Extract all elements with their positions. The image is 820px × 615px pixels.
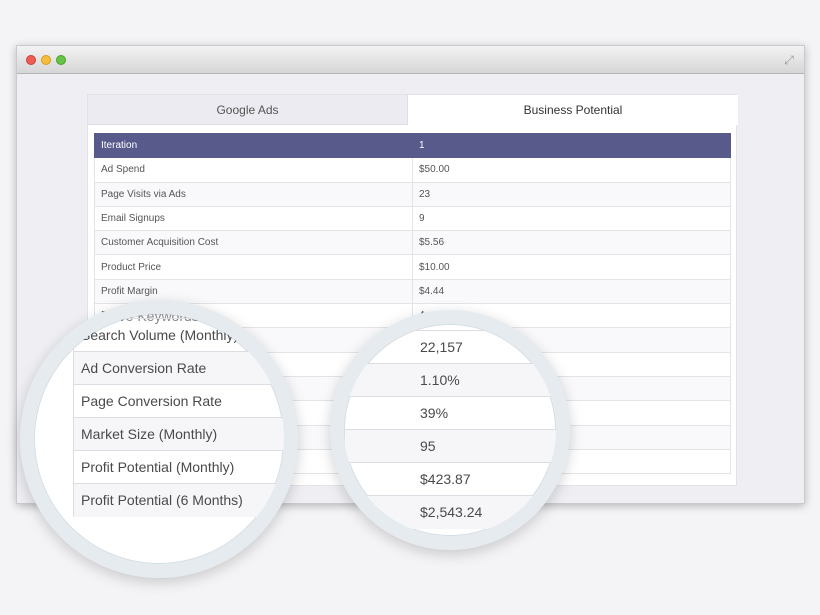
- row-label: Profit Margin: [94, 278, 413, 305]
- table-row: Customer Acquisition Cost $5.56: [94, 230, 731, 256]
- magnifier-values: 22,157 1.10% 39% 95 $423.87 $2,543.24: [330, 310, 570, 550]
- magnified-label: Search Volume (Monthly): [73, 318, 284, 352]
- row-value: $5.56: [412, 230, 731, 256]
- tab-business-potential[interactable]: Business Potential: [408, 95, 738, 125]
- magnified-value: 1.10%: [344, 363, 556, 397]
- magnified-value: 22,157: [344, 330, 556, 364]
- magnified-value-table: 22,157 1.10% 39% 95 $423.87 $2,543.24: [344, 330, 556, 529]
- table-row: Profit Margin $4.44: [94, 278, 731, 305]
- table-row: Page Visits via Ads 23: [94, 181, 731, 207]
- row-value: $10.00: [412, 254, 731, 280]
- header-cell-label: Iteration: [94, 132, 413, 159]
- magnified-value: $423.87: [344, 462, 556, 496]
- table-row: Product Price $10.00: [94, 254, 731, 280]
- title-bar: ⤢: [17, 46, 804, 74]
- row-label: Ad Spend: [94, 157, 413, 183]
- magnified-label: Page Conversion Rate: [73, 384, 284, 418]
- row-label: Page Visits via Ads: [94, 181, 413, 207]
- tab-google-ads[interactable]: Google Ads: [88, 95, 408, 125]
- header-cell-value: 1: [412, 132, 731, 159]
- table-row: Ad Spend $50.00: [94, 157, 731, 183]
- row-value: 9: [412, 205, 731, 232]
- table-header-row: Iteration 1: [94, 132, 731, 159]
- row-label: Product Price: [94, 254, 413, 280]
- expand-icon[interactable]: ⤢: [784, 53, 794, 67]
- row-label: Customer Acquisition Cost: [94, 230, 413, 256]
- magnified-label: Ad Conversion Rate: [73, 351, 284, 385]
- row-label: Email Signups: [94, 205, 413, 232]
- table-row: Email Signups 9: [94, 205, 731, 232]
- row-value: 23: [412, 181, 731, 207]
- row-value: $4.44: [412, 278, 731, 305]
- magnified-label: Market Size (Monthly): [73, 417, 284, 451]
- row-value: $50.00: [412, 157, 731, 183]
- magnifier-labels: Effective Keywords Search Volume (Monthl…: [20, 300, 298, 578]
- magnified-value: $2,543.24: [344, 495, 556, 529]
- magnified-value: 39%: [344, 396, 556, 430]
- tab-bar: Google Ads Business Potential: [88, 95, 738, 125]
- magnified-label: Profit Potential (6 Months): [73, 483, 284, 517]
- magnified-value: 95: [344, 429, 556, 463]
- close-window-button[interactable]: [26, 55, 36, 65]
- magnified-label: Profit Potential (Monthly): [73, 450, 284, 484]
- magnified-label-table: Search Volume (Monthly) Ad Conversion Ra…: [73, 318, 284, 517]
- minimize-window-button[interactable]: [41, 55, 51, 65]
- zoom-window-button[interactable]: [56, 55, 66, 65]
